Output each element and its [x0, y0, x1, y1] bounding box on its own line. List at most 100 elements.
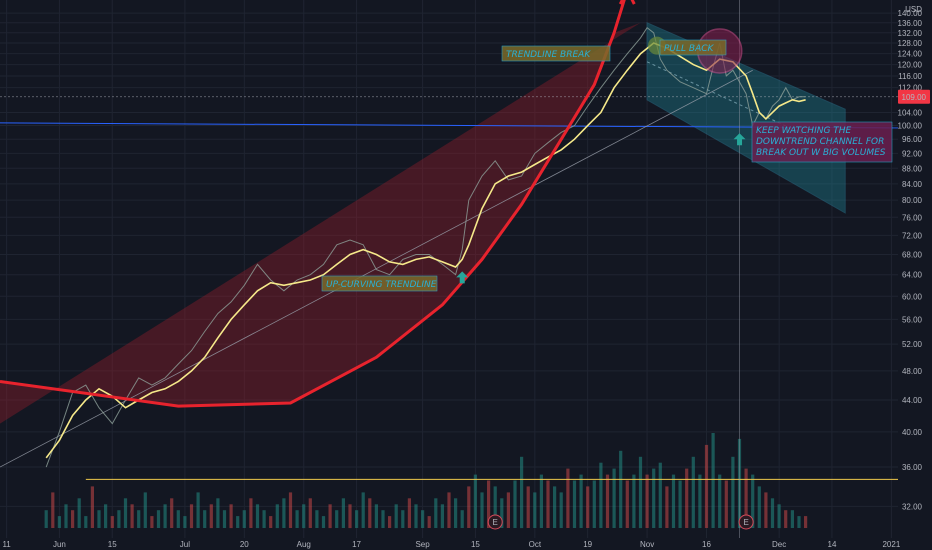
- volume-bar: [401, 510, 405, 528]
- volume-bar: [658, 462, 662, 528]
- event-marker[interactable]: [738, 514, 754, 530]
- volume-bar: [731, 456, 735, 529]
- trendline-fill-area: [0, 22, 641, 424]
- volume-bar: [797, 516, 801, 528]
- y-tick-label: 64.00: [902, 271, 923, 280]
- volume-bar: [203, 510, 207, 528]
- volume-bar: [361, 492, 365, 528]
- volume-bar: [388, 516, 392, 528]
- volume-bar: [104, 504, 108, 529]
- last-price-tag: [898, 89, 930, 104]
- y-tick-label: 80.00: [902, 196, 923, 205]
- volume-bar: [579, 474, 583, 528]
- x-axis: 11 Jun 15 Jul 20 Aug 17 Sep 15 Oct 19 Nov 16 Dec 14 202…: [0, 538, 932, 550]
- y-tick-label: 96.00: [902, 135, 923, 144]
- annotation-text: UP-CURVING TRENDLINE: [326, 280, 437, 290]
- volume-bar: [539, 474, 543, 528]
- x-tick-label: 11: [2, 540, 11, 549]
- volume-bar: [123, 498, 128, 528]
- y-tick-label: 72.00: [902, 231, 923, 240]
- y-tick-label: 40.00: [902, 428, 923, 437]
- event-marker[interactable]: [487, 514, 503, 530]
- y-tick-label: 56.00: [902, 315, 923, 324]
- volume-bar: [156, 510, 161, 528]
- volume-bar: [572, 480, 577, 528]
- volume-bar: [229, 504, 233, 529]
- x-axis-band: [0, 538, 932, 550]
- volume-bar: [255, 504, 260, 529]
- y-tick-label: 52.00: [902, 340, 923, 349]
- volume-bar: [269, 516, 273, 528]
- volume-bar: [520, 456, 524, 529]
- volume-bar: [632, 474, 636, 528]
- y-tick-label: 140.00: [898, 9, 923, 18]
- volume-bar: [414, 504, 418, 529]
- volume-bar: [612, 468, 616, 528]
- annotation-box: UP-CURVING TRENDLINE: [321, 275, 438, 292]
- volume-bar: [216, 498, 220, 528]
- volume-bar: [638, 456, 643, 529]
- volume-bar: [467, 486, 471, 528]
- volume-bar: [407, 498, 411, 528]
- volume-bar: [143, 492, 147, 528]
- volume-bar: [236, 516, 240, 528]
- volume-bar: [288, 492, 293, 528]
- volume-bar: [440, 504, 444, 529]
- volume-bar: [275, 504, 279, 529]
- volume-bar: [57, 516, 61, 528]
- volume-bar: [262, 510, 266, 528]
- x-tick-label: 14: [828, 540, 837, 549]
- volume-bar: [605, 474, 610, 528]
- volume-bar: [130, 504, 134, 529]
- volume-bar: [170, 498, 174, 528]
- volume-bar: [757, 486, 761, 528]
- volume-bar: [97, 510, 101, 528]
- volume-bar: [804, 516, 808, 528]
- volume-bar: [302, 504, 306, 529]
- volume-bar: [110, 516, 114, 528]
- x-tick-label: Sep: [415, 540, 430, 549]
- volume-bar: [460, 510, 464, 528]
- volume-bar: [724, 480, 728, 528]
- volume-bar: [546, 480, 550, 528]
- volume-bar: [671, 474, 676, 528]
- volume-bar: [242, 510, 246, 528]
- event-marker-label: E: [743, 518, 748, 527]
- x-tick-label: 15: [108, 540, 117, 549]
- volume-bar: [784, 510, 788, 528]
- volume-bar: [335, 510, 339, 528]
- volume-bar: [487, 480, 491, 528]
- volume-bar: [770, 498, 775, 528]
- volume-bar: [645, 474, 649, 528]
- annotation-background: [659, 39, 727, 56]
- x-tick-label: Oct: [529, 540, 542, 549]
- volume-bar: [381, 510, 385, 528]
- currency-label: USD: [905, 5, 922, 14]
- volume-bar: [533, 492, 537, 528]
- volume-bar: [222, 510, 227, 528]
- trendline-fill: [0, 22, 641, 424]
- y-tick-label: 36.00: [902, 463, 923, 472]
- volume-bar: [374, 504, 378, 529]
- y-tick-label: 44.00: [902, 396, 923, 405]
- volume-bar: [348, 504, 352, 529]
- volume-bar: [183, 516, 187, 528]
- volume-bar: [599, 462, 603, 528]
- annotation-background: [501, 45, 611, 62]
- y-tick-label: 136.00: [898, 19, 923, 28]
- volume-bar: [341, 498, 345, 528]
- y-tick-label: 68.00: [902, 250, 923, 259]
- y-tick-label: 112.00: [898, 84, 922, 93]
- annotation-text: TRENDLINE BREAK: [506, 50, 591, 60]
- volume-bar: [790, 510, 794, 528]
- volume-bar: [51, 492, 55, 528]
- annotation-box: PULL BACK: [659, 39, 727, 56]
- volume-bar: [678, 480, 682, 528]
- y-tick-label: 120.00: [898, 61, 923, 70]
- volume-bar: [117, 510, 121, 528]
- volume-bar: [295, 510, 299, 528]
- x-tick-label: Jun: [53, 540, 66, 549]
